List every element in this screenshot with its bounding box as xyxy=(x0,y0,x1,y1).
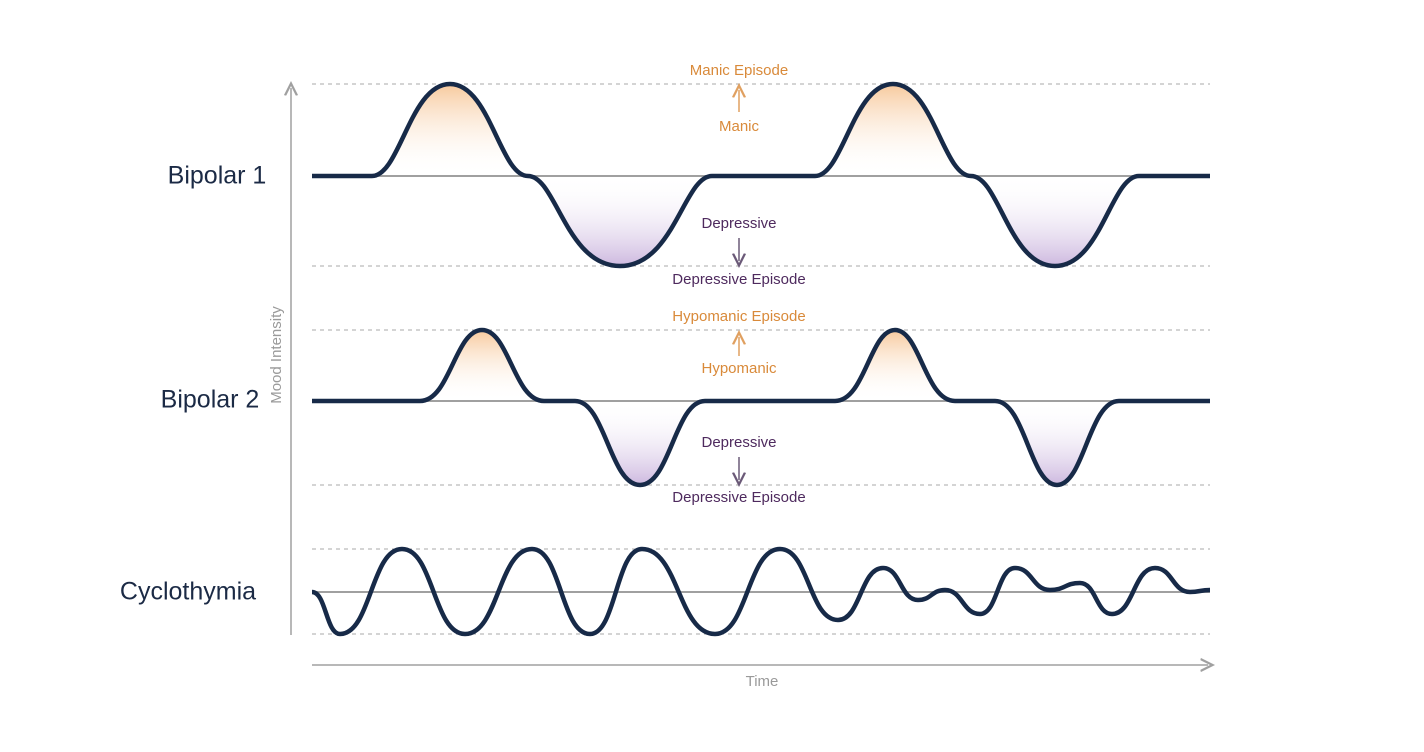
episode-label: Depressive Episode xyxy=(672,489,805,506)
bipolar2-fills xyxy=(420,330,1119,485)
episode-label: Depressive Episode xyxy=(672,271,805,288)
row-label: Bipolar 1 xyxy=(168,162,267,190)
row-label: Bipolar 2 xyxy=(161,386,260,414)
state-label: Hypomanic xyxy=(701,360,777,377)
episode-label: Hypomanic Episode xyxy=(672,308,805,325)
state-label: Depressive xyxy=(701,434,776,451)
x-axis-label: Time xyxy=(746,673,779,690)
bipolar1-curve xyxy=(312,81,1210,269)
state-label: Depressive xyxy=(701,215,776,232)
state-label: Manic xyxy=(719,118,760,135)
bipolar1-fills xyxy=(372,84,1139,266)
cyclothymia-curve xyxy=(311,546,1211,637)
row-label: Cyclothymia xyxy=(120,578,256,606)
y-axis-label: Mood Intensity xyxy=(268,306,285,404)
episode-label: Manic Episode xyxy=(690,62,788,79)
bipolar2-curve xyxy=(312,327,1210,488)
